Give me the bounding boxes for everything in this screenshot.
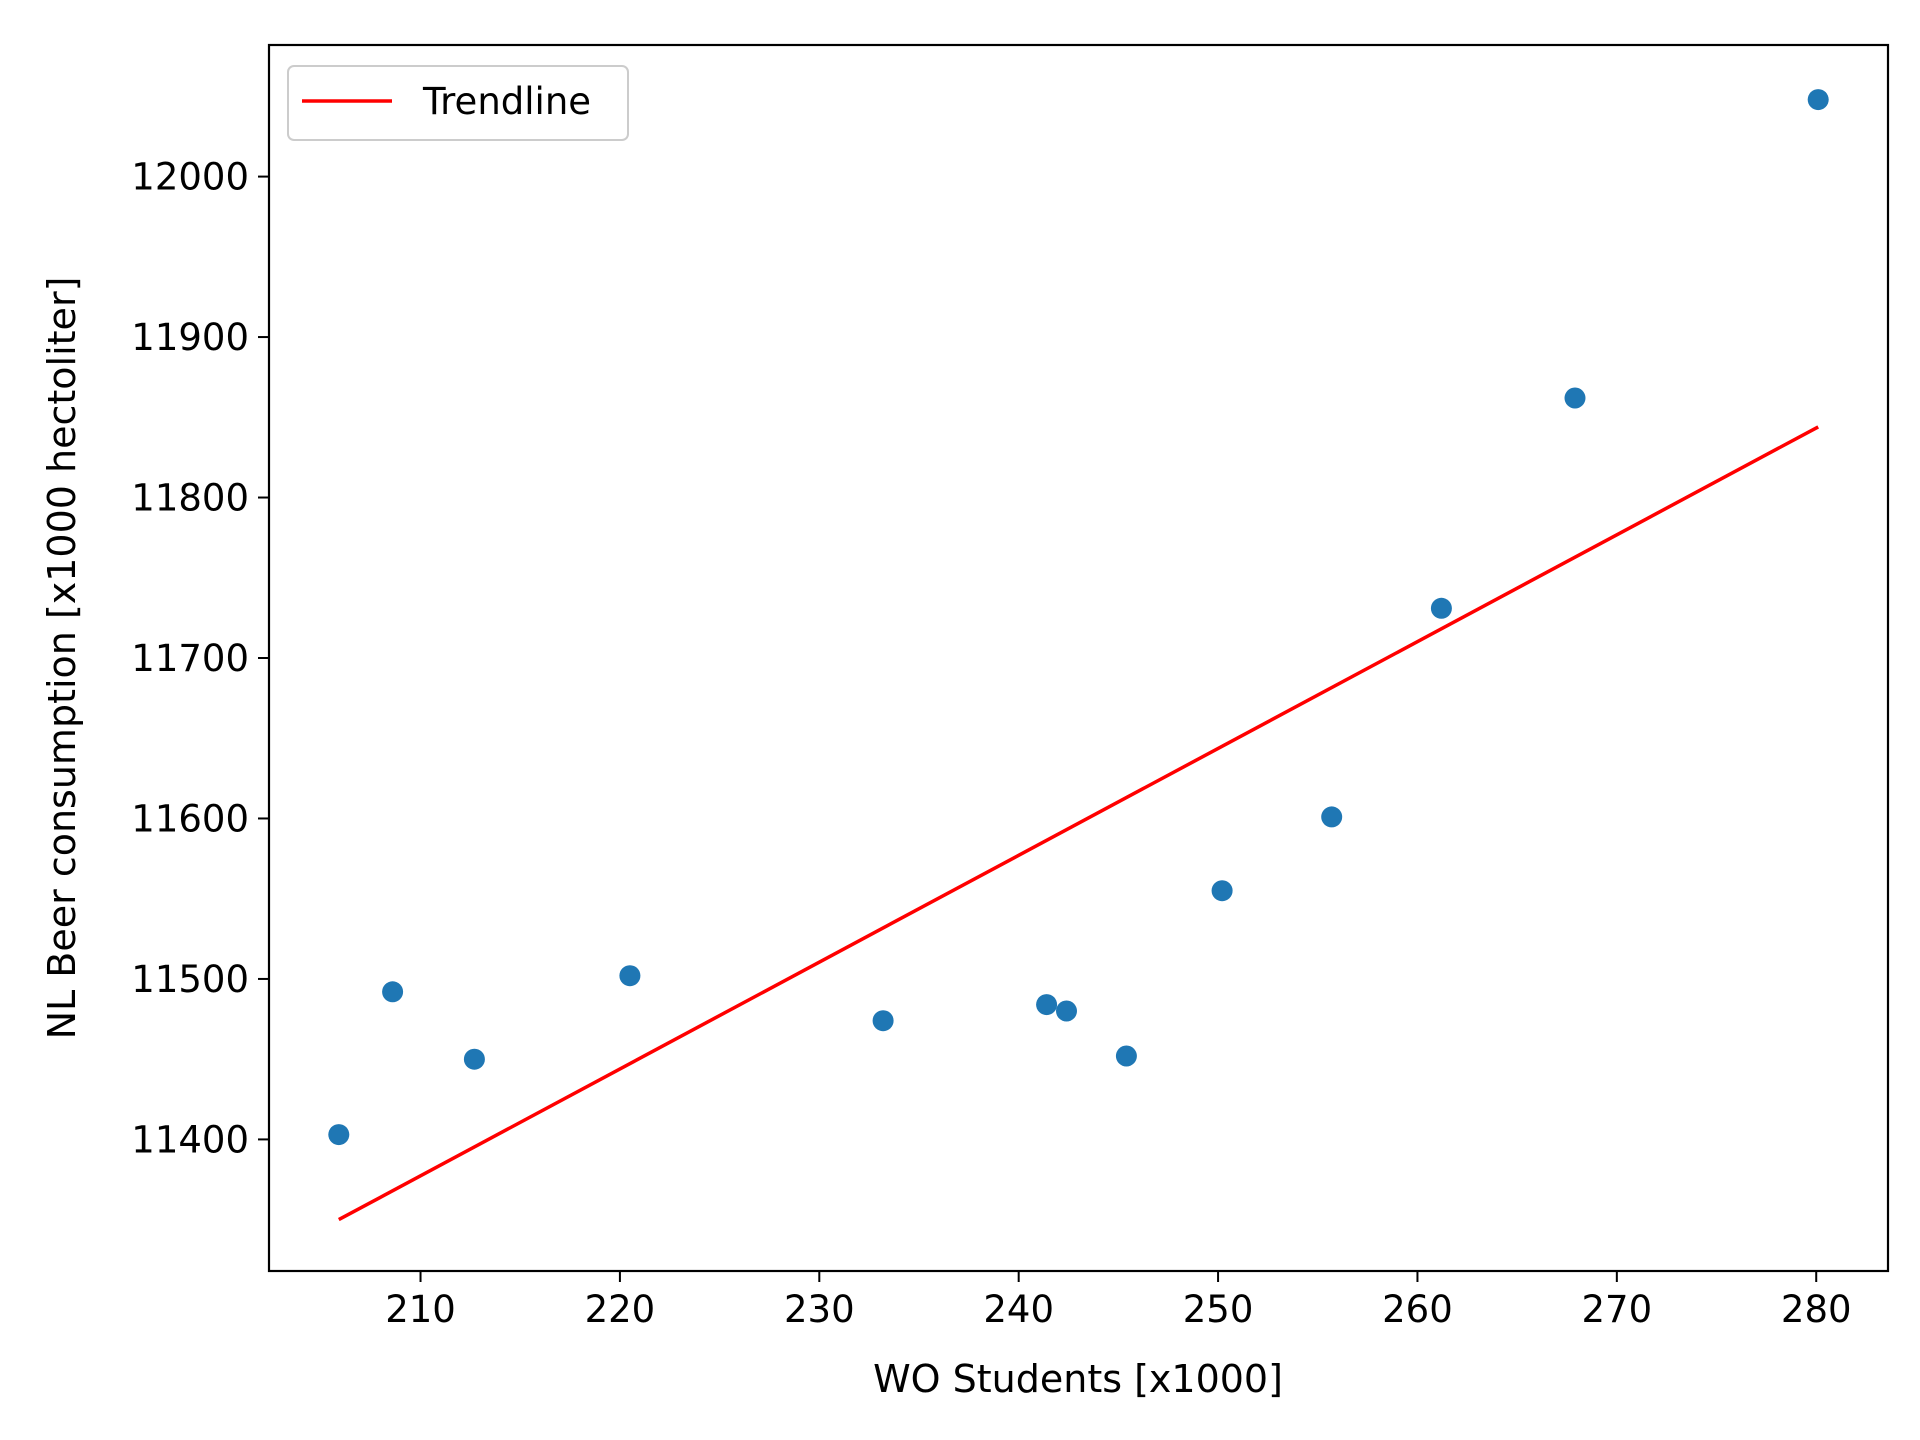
x-tick-label: 210 [385, 1288, 456, 1331]
y-tick-label: 11500 [131, 958, 249, 1001]
y-axis-ticks: 11400 11500 11600 11700 11800 11900 12000 [131, 156, 269, 1161]
x-tick-label: 250 [1183, 1288, 1254, 1331]
x-axis-label: WO Students [x1000] [873, 1357, 1283, 1401]
data-point [328, 1124, 350, 1146]
legend-box [287, 65, 629, 141]
x-tick-label: 270 [1582, 1288, 1653, 1331]
data-point [1807, 89, 1829, 111]
y-tick-label: 11800 [131, 477, 249, 520]
legend-trendline-label: Trendline [422, 80, 591, 123]
y-tick-label: 11700 [131, 637, 249, 680]
y-axis-label: NL Beer consumption [x1000 hectoliter] [40, 277, 84, 1040]
y-tick-label: 11900 [131, 316, 249, 359]
data-point [1564, 387, 1586, 409]
data-point [1056, 1000, 1077, 1022]
y-tick-label: 12000 [131, 156, 249, 199]
data-point [1211, 880, 1233, 902]
scatter-points-layer [328, 89, 1829, 1146]
y-tick-label: 11400 [131, 1118, 249, 1161]
trendline [337, 425, 1820, 1222]
plot-area [269, 45, 1888, 1271]
x-axis-ticks: 210 220 230 240 250 260 270 280 [385, 1271, 1852, 1331]
data-point [1036, 994, 1058, 1016]
x-tick-label: 240 [983, 1288, 1054, 1331]
data-point [1430, 597, 1452, 619]
trendline-layer [337, 425, 1820, 1222]
x-tick-label: 230 [784, 1288, 855, 1331]
x-tick-label: 280 [1781, 1288, 1852, 1331]
x-tick-label: 260 [1382, 1288, 1453, 1331]
data-point [1115, 1045, 1137, 1067]
y-tick-label: 11600 [131, 797, 249, 840]
data-point [382, 981, 404, 1003]
legend: Trendline [287, 65, 629, 141]
data-point [1321, 806, 1343, 828]
x-tick-label: 220 [585, 1288, 656, 1331]
data-point [619, 965, 641, 987]
data-point [463, 1048, 485, 1070]
data-point [872, 1010, 894, 1032]
